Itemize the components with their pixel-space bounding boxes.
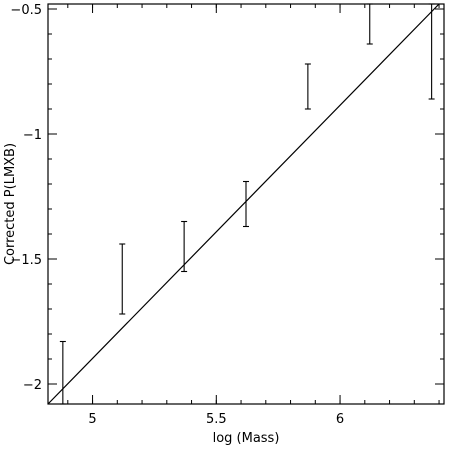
y-tick-label: −0.5 bbox=[10, 3, 42, 18]
x-tick-label: 5 bbox=[88, 412, 96, 427]
x-axis-label: log (Mass) bbox=[213, 431, 280, 446]
y-axis-label: Corrected P(LMXB) bbox=[3, 143, 18, 265]
x-tick-label: 6 bbox=[336, 412, 344, 427]
y-tick-label: −1.5 bbox=[10, 253, 42, 268]
plot-frame bbox=[47, 3, 445, 405]
fit-line bbox=[47, 3, 440, 405]
error-bars bbox=[59, 3, 435, 405]
y-tick-label: −2 bbox=[23, 378, 42, 393]
error-bar bbox=[181, 220, 188, 273]
major-ticks bbox=[48, 4, 444, 404]
error-bar bbox=[243, 180, 249, 228]
error-bar bbox=[59, 340, 66, 405]
y-tick-labels: −2 −1.5 −1 −0.5 bbox=[10, 3, 42, 393]
error-bar bbox=[428, 3, 435, 100]
x-tick-labels: 5 5.5 6 bbox=[88, 412, 344, 427]
error-bar bbox=[304, 63, 311, 110]
x-tick-label: 5.5 bbox=[206, 412, 227, 427]
error-bar bbox=[366, 3, 373, 45]
fit-line-group bbox=[47, 3, 440, 405]
error-bar bbox=[119, 243, 126, 315]
y-tick-label: −1 bbox=[23, 128, 42, 143]
